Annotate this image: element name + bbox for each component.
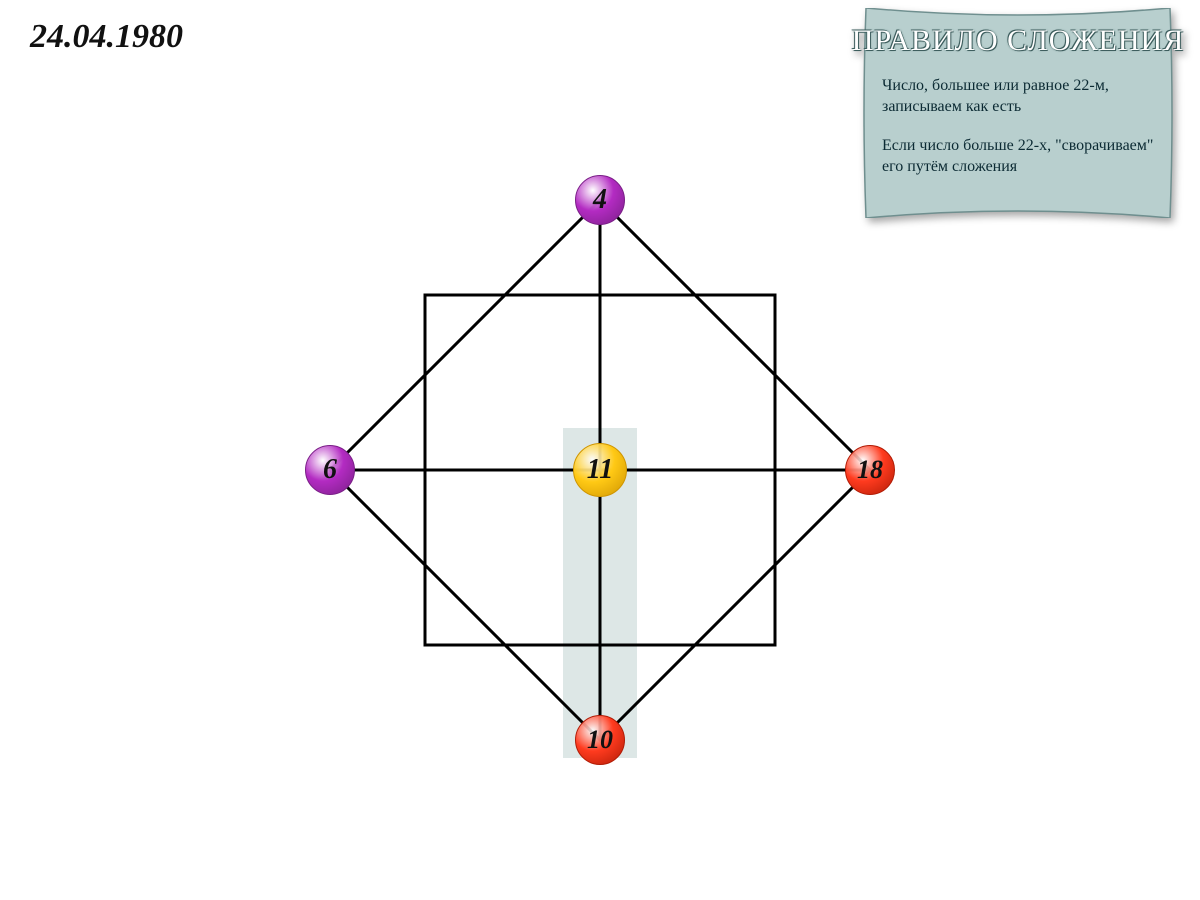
node-right-label: 18 [857, 455, 883, 485]
edge-bottom-left [330, 470, 600, 740]
edge-top-right [600, 200, 870, 470]
node-left-label: 6 [323, 454, 337, 486]
node-top-label: 4 [593, 184, 607, 216]
node-bottom-label: 10 [587, 725, 613, 755]
node-right: 18 [845, 445, 895, 495]
node-top: 4 [575, 175, 625, 225]
node-center-label: 11 [587, 454, 613, 486]
edge-left-top [330, 200, 600, 470]
edge-right-bottom [600, 470, 870, 740]
node-bottom: 10 [575, 715, 625, 765]
node-center: 11 [573, 443, 627, 497]
node-left: 6 [305, 445, 355, 495]
